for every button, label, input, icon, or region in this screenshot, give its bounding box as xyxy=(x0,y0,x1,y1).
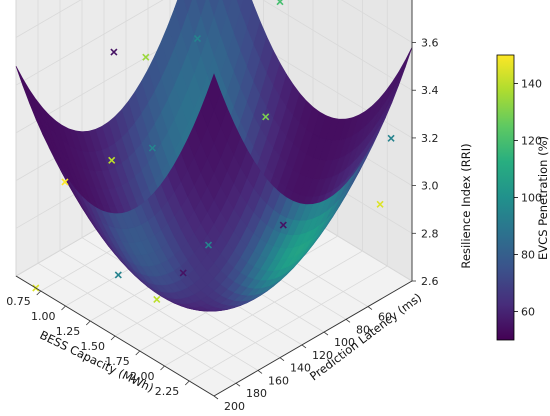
scatter-point xyxy=(153,295,161,304)
y-tick-label: 160 xyxy=(268,374,289,387)
z-tick-label: 3.2 xyxy=(421,132,439,145)
x-tick-label: 1.50 xyxy=(81,340,106,353)
y-tick-label: 180 xyxy=(246,387,267,400)
surface-mesh xyxy=(15,0,413,312)
scatter-point xyxy=(148,144,156,152)
z-tick-label: 3.0 xyxy=(421,180,439,193)
z-axis-title: Resilience Index (RRI) xyxy=(459,143,473,268)
colorbar-tick-label: 100 xyxy=(521,192,542,205)
z-tick-label: 3.4 xyxy=(421,84,439,97)
y-tick-mark xyxy=(235,382,241,387)
y-tick-label: 80 xyxy=(356,323,370,336)
scatter-point xyxy=(114,271,122,279)
scatter-point xyxy=(179,269,187,277)
scatter-point xyxy=(387,134,395,142)
x-tick-mark xyxy=(61,305,66,311)
scatter-point xyxy=(276,0,284,6)
axis-ticks: 2.252.001.75 1.501.251.000.75 60 8010012014… xyxy=(6,0,438,413)
colorbar-title: EVCS Penetration (%) xyxy=(536,136,550,260)
x-tick-mark xyxy=(36,290,42,296)
y-tick-mark xyxy=(257,370,263,374)
x-tick-label: 2.25 xyxy=(155,385,180,398)
y-tick-mark xyxy=(345,319,351,323)
scatter-point xyxy=(376,200,384,208)
y-tick-label: 60 xyxy=(378,311,392,324)
y-axis-line xyxy=(213,280,413,397)
x-tick-mark xyxy=(110,335,116,341)
x-tick-mark xyxy=(85,320,91,326)
y-tick-mark xyxy=(367,306,373,310)
colorbar-tick-label: 120 xyxy=(521,135,542,148)
z-tick-label: 3.6 xyxy=(421,37,439,50)
z-gridline xyxy=(15,0,413,43)
z-gridline xyxy=(15,0,413,91)
scatter-point xyxy=(110,48,118,56)
x-tick-mark xyxy=(160,365,165,371)
colorbar-tick-label: 80 xyxy=(521,249,535,262)
z-tick-label: 2.6 xyxy=(421,275,439,288)
y-tick-mark xyxy=(323,331,329,336)
x-tick-label: 1.00 xyxy=(31,310,56,323)
y-tick-label: 120 xyxy=(312,349,333,362)
scatter-point xyxy=(279,221,287,229)
colorbar-ticks: 60 80 100 120 140 xyxy=(514,78,542,319)
x-tick-label: 1.75 xyxy=(105,355,130,368)
colorbar xyxy=(496,54,515,341)
scatter-point xyxy=(108,156,116,164)
y-tick-mark xyxy=(279,357,285,361)
z-tick-label: 3.8 xyxy=(421,0,439,2)
scatter-point xyxy=(262,113,270,121)
x-tick-label: 1.25 xyxy=(56,325,81,338)
y-tick-label: 100 xyxy=(334,336,355,349)
scatter-point xyxy=(61,178,69,186)
x-tick-mark xyxy=(184,380,190,386)
z-tick-label: 2.8 xyxy=(421,227,439,240)
y-tick-mark xyxy=(213,395,219,400)
colorbar-tick-label: 140 xyxy=(521,78,542,91)
y-tick-label: 200 xyxy=(224,400,245,413)
scatter-point xyxy=(204,241,213,249)
y-tick-mark xyxy=(301,344,307,349)
x-tick-label: 2.00 xyxy=(130,370,155,383)
scatter-point xyxy=(193,34,202,43)
colorbar-tick-label: 60 xyxy=(521,306,535,319)
scatter-point xyxy=(142,53,150,61)
y-tick-label: 140 xyxy=(290,362,311,375)
scatter-points xyxy=(32,0,395,304)
x-tick-label: 0.75 xyxy=(6,295,31,308)
surface-patch xyxy=(207,73,221,111)
x-tick-mark xyxy=(135,350,141,356)
